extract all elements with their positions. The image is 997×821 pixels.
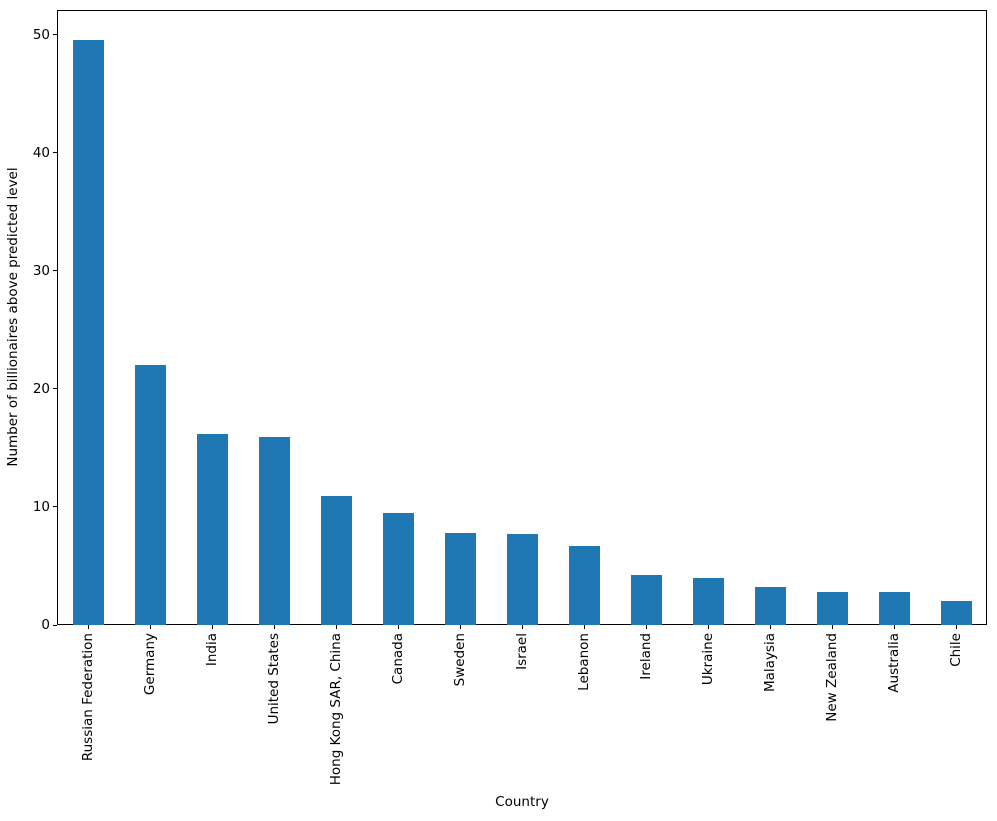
x-tick-label-germany: Germany xyxy=(141,633,158,696)
x-axis-label: Country xyxy=(495,794,549,810)
bar-australia xyxy=(878,591,910,625)
x-tick-label-ukraine: Ukraine xyxy=(699,633,716,686)
bar-lebanon xyxy=(568,545,600,625)
x-tick-label-hong-kong-sar-china: Hong Kong SAR, China xyxy=(327,633,344,786)
x-tick-mark xyxy=(459,625,461,629)
x-tick-mark xyxy=(211,625,213,629)
x-tick-label-new-zealand: New Zealand xyxy=(823,633,840,722)
y-tick-mark xyxy=(53,270,57,272)
bar-united-states xyxy=(258,437,290,625)
y-tick-label: 10 xyxy=(32,498,50,515)
y-tick-label: 0 xyxy=(41,617,50,633)
x-tick-mark xyxy=(707,625,709,629)
bar-hong-kong-sar-china xyxy=(320,496,352,625)
bar-chile xyxy=(940,601,972,625)
y-axis-label: Number of billionaires above predicted l… xyxy=(5,167,21,467)
x-tick-label-russian-federation: Russian Federation xyxy=(79,633,96,762)
y-tick-mark xyxy=(53,152,57,154)
x-tick-mark xyxy=(645,625,647,629)
y-tick-label: 20 xyxy=(32,380,50,397)
bar-ukraine xyxy=(692,577,724,625)
y-tick-mark xyxy=(53,624,57,626)
bar-germany xyxy=(134,365,166,625)
x-tick-mark xyxy=(583,625,585,629)
bar-sweden xyxy=(444,532,476,625)
x-tick-mark xyxy=(397,625,399,629)
x-tick-label-canada: Canada xyxy=(389,633,406,685)
bar-russian-federation xyxy=(72,39,104,625)
y-tick-mark xyxy=(53,506,57,508)
x-tick-label-israel: Israel xyxy=(513,633,530,670)
x-tick-mark xyxy=(521,625,523,629)
x-tick-label-sweden: Sweden xyxy=(451,633,468,687)
x-tick-mark xyxy=(769,625,771,629)
x-tick-mark xyxy=(273,625,275,629)
x-tick-mark xyxy=(335,625,337,629)
x-tick-label-ireland: Ireland xyxy=(637,633,654,680)
bar-malaysia xyxy=(754,587,786,625)
x-tick-label-chile: Chile xyxy=(947,633,964,667)
bar-israel xyxy=(506,534,538,625)
y-tick-label: 40 xyxy=(32,144,50,161)
x-tick-mark xyxy=(87,625,89,629)
x-tick-mark xyxy=(831,625,833,629)
y-tick-mark xyxy=(53,388,57,390)
bar-canada xyxy=(382,512,414,625)
x-tick-mark xyxy=(893,625,895,629)
bar-ireland xyxy=(630,575,662,625)
y-tick-mark xyxy=(53,34,57,36)
y-tick-label: 30 xyxy=(32,262,50,279)
x-tick-label-malaysia: Malaysia xyxy=(761,633,778,692)
x-tick-label-australia: Australia xyxy=(885,633,902,693)
y-tick-label: 50 xyxy=(32,26,50,43)
x-tick-label-lebanon: Lebanon xyxy=(575,633,592,691)
x-tick-mark xyxy=(149,625,151,629)
bar-new-zealand xyxy=(816,591,848,625)
x-tick-mark xyxy=(955,625,957,629)
x-tick-label-united-states: United States xyxy=(265,633,282,725)
x-tick-label-india: India xyxy=(203,633,220,667)
bar-india xyxy=(196,433,228,625)
